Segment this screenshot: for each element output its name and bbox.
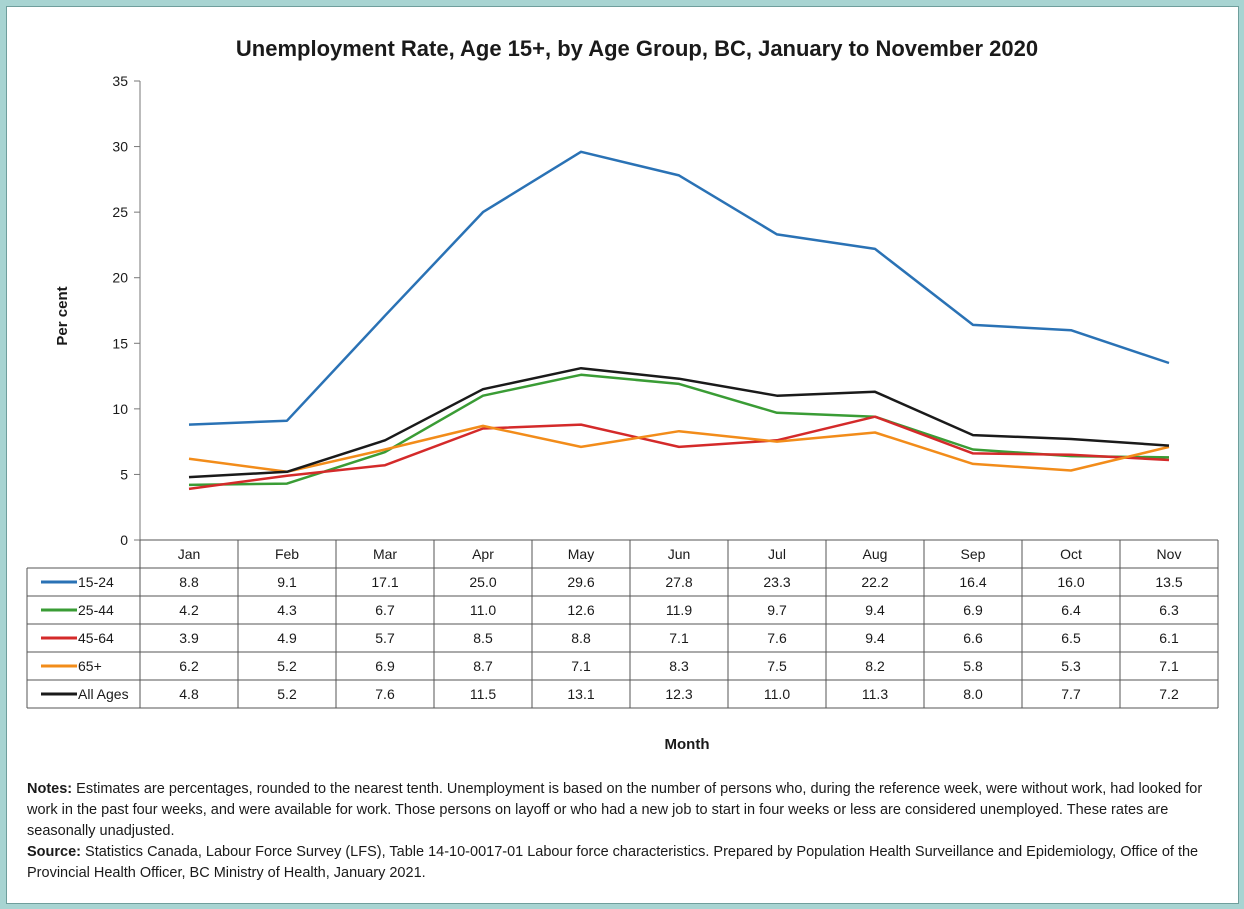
legend-label: 15-24 — [78, 574, 114, 590]
data-cell: 4.9 — [277, 630, 297, 646]
data-cell: 13.5 — [1155, 574, 1182, 590]
axes-and-table-grid: 0 5 10 15 20 25 30 35 — [26, 73, 1219, 709]
x-tick-label: Aug — [863, 546, 888, 562]
x-tick-label: May — [568, 546, 594, 562]
data-cell: 23.3 — [763, 574, 790, 590]
y-tick-label: 35 — [112, 73, 128, 89]
data-cell: 4.3 — [277, 602, 297, 618]
notes-paragraph: Notes: Estimates are percentages, rounde… — [27, 779, 1235, 842]
data-cell: 7.1 — [669, 630, 689, 646]
source-paragraph: Source: Statistics Canada, Labour Force … — [27, 842, 1235, 884]
notes-text: Estimates are percentages, rounded to th… — [27, 781, 1203, 839]
series-line — [188, 373, 1170, 487]
data-cell: 5.8 — [963, 658, 983, 674]
data-cell: 8.8 — [179, 574, 199, 590]
chart-panel: Unemployment Rate, Age 15+, by Age Group… — [6, 6, 1239, 904]
data-cell: 8.0 — [963, 686, 983, 702]
x-tick-label: Nov — [1157, 546, 1182, 562]
notes-label: Notes: — [27, 781, 73, 797]
data-table: Jan Feb Mar Apr May Jun Jul Aug Sep Oct Nov 15-24 8.… — [41, 546, 1183, 702]
legend-label: 25-44 — [78, 602, 114, 618]
data-cell: 6.1 — [1159, 630, 1179, 646]
x-tick-label: Jan — [178, 546, 201, 562]
y-axis-label: Per cent — [54, 286, 71, 345]
data-cell: 11.9 — [666, 602, 692, 618]
y-tick-label: 20 — [112, 270, 128, 286]
data-cell: 12.3 — [665, 686, 692, 702]
x-tick-label: Feb — [275, 546, 299, 562]
data-cell: 6.9 — [963, 602, 983, 618]
legend-label: 45-64 — [78, 630, 114, 646]
x-tick-label: Apr — [472, 546, 494, 562]
data-cell: 5.2 — [277, 658, 297, 674]
data-cell: 6.4 — [1061, 602, 1081, 618]
data-cell: 7.7 — [1061, 686, 1081, 702]
legend-label: 65+ — [78, 658, 102, 674]
series-line — [188, 424, 1170, 474]
data-cell: 17.1 — [371, 574, 398, 590]
data-cell: 4.2 — [179, 602, 199, 618]
data-cell: 6.6 — [963, 630, 983, 646]
notes-block: Notes: Estimates are percentages, rounde… — [27, 779, 1235, 884]
data-cell: 6.9 — [375, 658, 395, 674]
data-cell: 4.8 — [179, 686, 199, 702]
series-line — [188, 150, 1170, 426]
data-cell: 11.0 — [470, 602, 496, 618]
data-cell: 11.3 — [862, 686, 888, 702]
data-cell: 7.1 — [1159, 658, 1179, 674]
data-cell: 16.0 — [1057, 574, 1084, 590]
data-cell: 8.3 — [669, 658, 689, 674]
x-tick-label: Oct — [1060, 546, 1082, 562]
source-text: Statistics Canada, Labour Force Survey (… — [27, 844, 1199, 881]
data-cell: 7.6 — [375, 686, 395, 702]
source-label: Source: — [27, 844, 81, 860]
x-tick-label: Jun — [668, 546, 691, 562]
legend-label: All Ages — [78, 686, 129, 702]
data-cell: 7.6 — [767, 630, 787, 646]
series-line — [188, 366, 1170, 479]
data-cell: 5.7 — [375, 630, 395, 646]
x-tick-label: Sep — [961, 546, 986, 562]
chart-title: Unemployment Rate, Age 15+, by Age Group… — [236, 36, 1038, 61]
line-chart: Unemployment Rate, Age 15+, by Age Group… — [26, 36, 1219, 753]
data-cell: 25.0 — [469, 574, 496, 590]
data-cell: 11.0 — [764, 686, 790, 702]
x-axis-label: Month — [665, 736, 710, 753]
y-tick-label: 10 — [112, 401, 128, 417]
data-cell: 6.3 — [1159, 602, 1179, 618]
data-cell: 6.2 — [179, 658, 199, 674]
data-cell: 22.2 — [861, 574, 888, 590]
data-cell: 8.7 — [473, 658, 493, 674]
y-tick-label: 25 — [112, 204, 128, 220]
series-lines — [188, 150, 1170, 491]
data-cell: 9.1 — [277, 574, 297, 590]
data-cell: 7.1 — [571, 658, 591, 674]
y-tick-label: 30 — [112, 139, 128, 155]
data-cell: 16.4 — [959, 574, 986, 590]
y-tick-label: 5 — [120, 466, 128, 482]
data-cell: 9.4 — [865, 630, 885, 646]
data-cell: 12.6 — [567, 602, 594, 618]
data-cell: 5.3 — [1061, 658, 1081, 674]
data-cell: 9.7 — [767, 602, 787, 618]
data-cell: 8.5 — [473, 630, 493, 646]
data-cell: 7.5 — [767, 658, 787, 674]
data-cell: 8.2 — [865, 658, 885, 674]
y-tick-label: 0 — [120, 532, 128, 548]
data-cell: 27.8 — [665, 574, 692, 590]
data-cell: 5.2 — [277, 686, 297, 702]
data-cell: 8.8 — [571, 630, 591, 646]
data-cell: 3.9 — [179, 630, 199, 646]
data-cell: 13.1 — [567, 686, 594, 702]
y-tick-label: 15 — [112, 335, 128, 351]
data-cell: 6.7 — [375, 602, 395, 618]
data-cell: 7.2 — [1159, 686, 1179, 702]
data-cell: 11.5 — [470, 686, 496, 702]
data-cell: 9.4 — [865, 602, 885, 618]
data-cell: 29.6 — [567, 574, 594, 590]
data-cell: 6.5 — [1061, 630, 1081, 646]
x-tick-label: Mar — [373, 546, 397, 562]
x-tick-label: Jul — [768, 546, 786, 562]
series-line — [188, 415, 1170, 491]
